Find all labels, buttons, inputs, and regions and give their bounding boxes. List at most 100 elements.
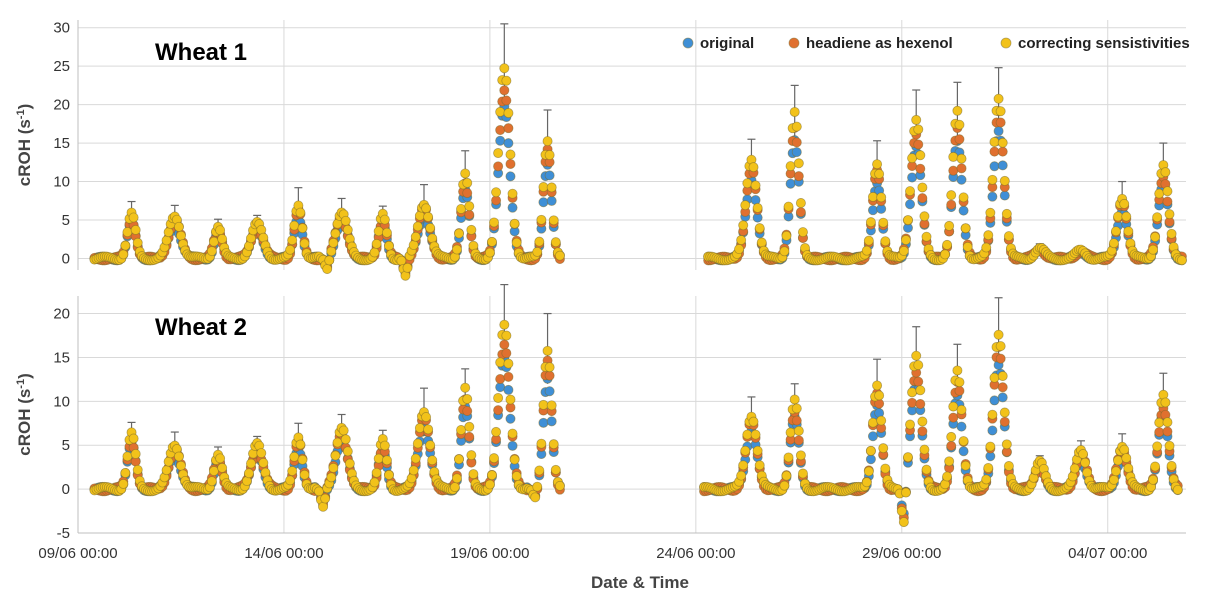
- data-point: [340, 215, 351, 226]
- data-point: [874, 168, 885, 179]
- data-point: [985, 207, 996, 218]
- data-point: [956, 404, 967, 415]
- data-point: [132, 464, 143, 475]
- data-point: [956, 421, 967, 432]
- data-point: [495, 125, 506, 136]
- data-point: [921, 464, 932, 475]
- data-point: [948, 151, 959, 162]
- data-point: [503, 123, 514, 134]
- data-point: [954, 377, 965, 388]
- data-point: [781, 230, 792, 241]
- data-point: [952, 365, 963, 376]
- x-tick-label: 04/07 00:00: [1068, 545, 1147, 562]
- data-point: [878, 217, 889, 228]
- data-point: [425, 440, 436, 451]
- data-point: [785, 178, 796, 189]
- data-point: [505, 394, 516, 405]
- data-point: [791, 121, 802, 132]
- data-point: [789, 106, 800, 117]
- data-point: [1160, 397, 1171, 408]
- data-point: [484, 479, 495, 490]
- data-point: [907, 387, 918, 398]
- data-point: [505, 171, 516, 182]
- data-point: [243, 468, 254, 479]
- data-point: [913, 124, 924, 135]
- data-point: [507, 428, 518, 439]
- x-axis-title: Date & Time: [591, 573, 689, 592]
- data-point: [328, 462, 339, 473]
- data-point: [128, 212, 139, 223]
- data-point: [946, 440, 957, 451]
- data-point: [163, 227, 174, 238]
- data-point: [983, 462, 994, 473]
- data-point: [503, 371, 514, 382]
- data-point: [493, 161, 504, 172]
- data-point: [421, 203, 432, 214]
- data-point: [905, 199, 916, 210]
- data-point: [907, 172, 918, 183]
- data-point: [493, 405, 504, 416]
- y-tick-label: 20: [53, 306, 70, 323]
- data-point: [122, 227, 133, 238]
- data-point: [408, 465, 419, 476]
- data-point: [738, 460, 749, 471]
- data-point: [921, 231, 932, 242]
- data-point: [989, 372, 1000, 383]
- data-point: [946, 431, 957, 442]
- data-point: [499, 319, 510, 330]
- data-point: [958, 436, 969, 447]
- data-point: [534, 465, 545, 476]
- x-tick-label: 24/06 00:00: [656, 545, 735, 562]
- data-point: [865, 217, 876, 228]
- data-point: [486, 470, 497, 481]
- data-point: [783, 452, 794, 463]
- data-point: [997, 392, 1008, 403]
- data-point: [427, 455, 438, 466]
- data-point: [915, 399, 926, 410]
- data-point: [797, 468, 808, 479]
- data-point: [785, 427, 796, 438]
- data-point: [456, 425, 467, 436]
- data-point: [861, 245, 872, 256]
- data-point: [462, 177, 473, 188]
- data-point: [208, 236, 219, 247]
- data-point: [464, 209, 475, 220]
- data-point: [383, 240, 394, 251]
- data-point: [995, 106, 1006, 117]
- data-point: [328, 237, 339, 248]
- legend-label: original: [700, 35, 754, 52]
- data-point: [1148, 244, 1159, 255]
- data-point: [958, 205, 969, 216]
- data-point: [917, 193, 928, 204]
- data-point: [954, 385, 965, 396]
- data-point: [532, 246, 543, 257]
- data-point: [423, 211, 434, 222]
- data-point: [989, 395, 1000, 406]
- data-point: [256, 448, 267, 459]
- data-point: [550, 237, 561, 248]
- data-point: [948, 412, 959, 423]
- data-point: [449, 482, 460, 493]
- data-point: [503, 138, 514, 149]
- data-point: [509, 218, 520, 229]
- data-point: [867, 431, 878, 442]
- data-point: [981, 242, 992, 253]
- data-point: [880, 463, 891, 474]
- data-point: [911, 350, 922, 361]
- x-tick-label: 29/06 00:00: [862, 545, 941, 562]
- data-point: [412, 221, 423, 232]
- data-point: [919, 211, 930, 222]
- data-point: [944, 220, 955, 231]
- data-point: [295, 207, 306, 218]
- data-point: [960, 223, 971, 234]
- data-point: [546, 182, 557, 193]
- data-point: [902, 452, 913, 463]
- data-point: [911, 114, 922, 125]
- x-axis-tick-labels: 09/06 00:00 14/06 00:00 19/06 00:00 24/06 0…: [38, 545, 1147, 562]
- legend-marker: [788, 37, 800, 49]
- data-point: [989, 146, 1000, 157]
- data-point: [1119, 444, 1130, 455]
- data-point: [505, 413, 516, 424]
- data-point: [501, 330, 512, 341]
- data-point: [466, 224, 477, 235]
